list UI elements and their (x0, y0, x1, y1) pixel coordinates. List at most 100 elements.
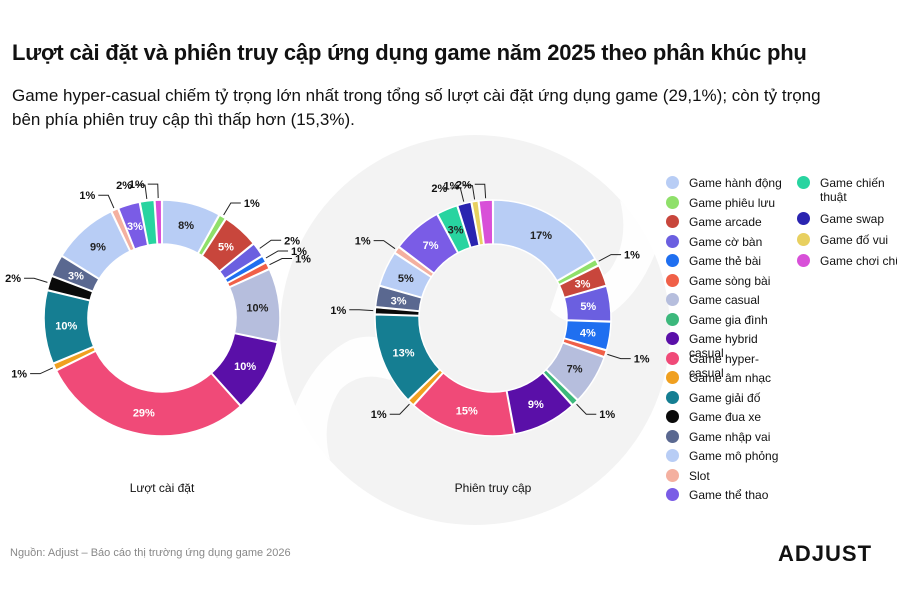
chart-subtitle: Game hyper-casual chiếm tỷ trọng lớn nhấ… (12, 86, 821, 129)
data-label: 5% (398, 273, 414, 285)
legend-label: Game phiêu lưu (689, 195, 776, 210)
chart-title: Lượt cài đặt và phiên truy cập ứng dụng … (12, 40, 807, 65)
legend-swatch (666, 468, 679, 482)
leader-line (349, 309, 374, 312)
legend-swatch (666, 273, 679, 287)
data-label: 1% (79, 190, 95, 202)
legend-label: Game sòng bài (689, 273, 771, 288)
legend-label: Game hyper-casual (689, 351, 760, 380)
legend-swatch (666, 371, 679, 384)
legend-item: Game thể thao (666, 488, 786, 502)
legend-item: Game hành động (666, 176, 786, 190)
legend-item: Game cờ bàn (666, 234, 786, 249)
legend-swatch (666, 234, 679, 248)
legend-label: Game hành động (689, 176, 782, 190)
legend-item: Game đua xe (666, 410, 786, 424)
data-label: 1% (444, 181, 460, 193)
legend-swatch (666, 390, 679, 404)
legend-label: Game nhập vai (689, 429, 771, 444)
legend: Game hành động Game phiêu lưu Game arcade G… (666, 176, 900, 506)
data-label: 2% (116, 180, 132, 192)
legend-label: Game thể thao (689, 488, 769, 502)
legend-swatch (797, 176, 810, 189)
leader-line (135, 184, 148, 200)
legend-label: Game chơi chữ (820, 254, 897, 268)
leader-line (389, 403, 410, 415)
data-label: 1% (624, 250, 640, 262)
leader-line (30, 367, 54, 375)
source-note: Nguồn: Adjust – Báo cáo thị trường ứng d… (10, 547, 291, 559)
legend-swatch (797, 212, 810, 225)
leader-line (269, 257, 293, 266)
legend-swatch (666, 429, 679, 443)
data-label: 3% (448, 225, 464, 237)
legend-item: Game casual (666, 293, 786, 307)
data-label: 1% (371, 409, 387, 421)
legend-swatch (666, 176, 679, 189)
leader-line (450, 187, 465, 202)
legend-item: Game mô phỏng (666, 449, 786, 463)
data-label: 3% (391, 295, 407, 307)
data-label: 3% (127, 221, 143, 233)
data-label: 1% (129, 179, 145, 191)
legend-swatch (666, 254, 679, 267)
legend-swatch (666, 410, 679, 423)
data-label: 2% (5, 273, 21, 285)
data-label: 2% (284, 235, 300, 247)
data-label: 8% (178, 220, 194, 232)
data-label: 7% (567, 364, 583, 376)
leader-line (265, 250, 289, 259)
donut-slice (154, 199, 163, 245)
legend-label: Game giải đố (689, 390, 761, 405)
data-label: 13% (392, 348, 414, 360)
data-label: 10% (55, 321, 77, 333)
legend-swatch (666, 332, 679, 345)
leader-line (223, 202, 241, 216)
data-label: 7% (423, 240, 439, 252)
legend-item: Game sòng bài (666, 273, 786, 288)
legend-swatch (666, 293, 679, 306)
legend-label: Game chiến thuật (820, 176, 885, 204)
donut-title: Phiên truy cập (455, 481, 532, 495)
legend-swatch (666, 195, 679, 209)
data-label: 4% (580, 328, 596, 340)
leader-line (607, 353, 631, 360)
data-label: 1% (330, 305, 346, 317)
data-label: 15% (456, 405, 478, 417)
legend-label: Game đố vui (820, 233, 889, 247)
legend-swatch (666, 449, 679, 462)
legend-label: Game gia đình (689, 312, 768, 327)
legend-item: Game phiêu lưu (666, 195, 786, 210)
leader-line (598, 254, 622, 262)
svg-text:ADJUST: ADJUST (778, 541, 872, 566)
legend-item: Game chơi chữ (797, 254, 897, 268)
data-label: 1% (599, 409, 615, 421)
leader-line (24, 277, 48, 283)
data-label: 10% (246, 302, 268, 314)
data-label: 1% (295, 253, 311, 265)
legend-item: Game hyper-casual (666, 351, 786, 380)
leader-line (147, 183, 159, 199)
legend-swatch (797, 233, 810, 246)
legend-item: Game giải đố (666, 390, 786, 405)
legend-swatch (666, 215, 679, 228)
data-label: 9% (528, 399, 544, 411)
data-label: 3% (68, 270, 84, 282)
legend-item: Game đố vui (797, 233, 897, 247)
leader-line (98, 194, 115, 209)
leader-line (259, 239, 282, 249)
data-label: 2% (456, 179, 472, 191)
data-label: 5% (218, 241, 234, 253)
legend-swatch (797, 254, 810, 267)
legend-label: Game hybrid casual (689, 332, 758, 360)
donut-slice (55, 350, 242, 437)
donut-slice (492, 199, 597, 282)
data-label: 1% (634, 354, 650, 366)
legend-swatch (666, 351, 679, 365)
data-label: 5% (580, 301, 596, 313)
legend-item: Game arcade (666, 215, 786, 229)
adjust-logo: ADJUST (778, 541, 872, 566)
legend-item: Slot (666, 468, 786, 483)
legend-item: Game nhập vai (666, 429, 786, 444)
legend-label: Game arcade (689, 215, 762, 229)
